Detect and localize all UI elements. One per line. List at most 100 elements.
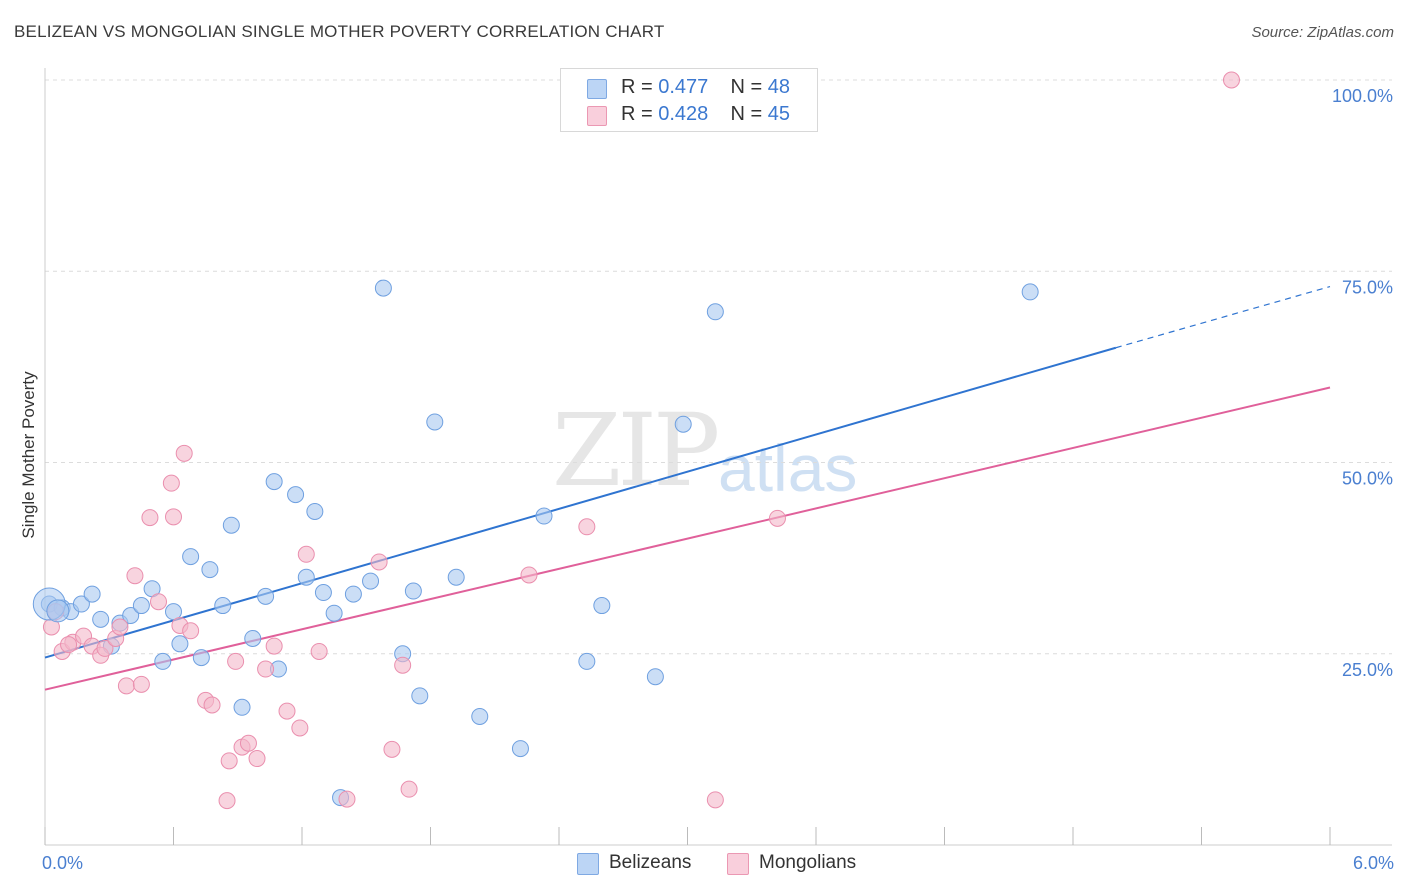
mongolians-point [578,518,596,536]
belizeans-point [92,610,110,628]
mongolians-point [297,545,315,563]
belizeans-point [578,652,596,670]
belizeans-point [154,652,172,670]
legend-n-value: 45 [767,103,791,125]
legend-n-label: N = [730,76,768,98]
mongolians-point [117,677,135,695]
belizeans-swatch [577,853,599,875]
mongolians-swatch [727,853,749,875]
correlation-legend: R = 0.477 N = 48 R = 0.428 N = 45 [560,68,818,132]
belizeans-cluster-point [46,599,70,623]
mongolians-point [111,618,129,636]
legend-n-label: N = [730,103,768,125]
mongolians-point [400,780,418,798]
mongolians-point [182,622,200,640]
mongolians-point [203,696,221,714]
source-label: Source: ZipAtlas.com [1251,24,1394,41]
mongolians-label: Mongolians [759,852,857,873]
mongolians-point [383,740,401,758]
mongolians-point [165,508,182,526]
mongolians-point [257,660,275,678]
belizeans-point [122,607,140,624]
mongolians-point [141,509,159,527]
belizeans-point [171,635,189,653]
mongolians-point [1222,71,1240,89]
mongolians-point [60,636,78,654]
axes [44,68,1392,846]
belizeans-point [511,740,529,758]
mongolians-point [150,593,168,611]
belizeans-trend-extension [1115,285,1331,349]
mongolians-point [265,637,283,655]
mongolians-point [520,566,538,584]
legend-r-label: R = [621,76,659,98]
mongolians-point [220,752,238,770]
legend-r-label: R = [621,103,659,125]
tick-labels: 25.0% 50.0% 75.0% 100.0% 0.0% 6.0% [42,86,1394,873]
mongolians-point [278,702,296,720]
belizeans-point [287,486,305,504]
belizeans-point [706,303,724,321]
x-tick-label: 0.0% [42,853,83,873]
mongolians-point [218,792,236,810]
y-tick-label: 25.0% [1342,660,1393,680]
belizeans-point [201,561,219,579]
belizeans-point [132,597,150,615]
belizeans-point [646,668,664,686]
legend-r-value: 0.428 [658,103,709,125]
mongolians-point [239,734,257,752]
mongolians-point [227,652,245,670]
mongolians-point [768,509,786,527]
belizeans-point [83,585,101,603]
belizeans-point [182,548,200,566]
mongolians-point [126,567,144,585]
belizeans-point [165,603,182,621]
mongolians-point [162,474,180,492]
chart-title: BELIZEAN VS MONGOLIAN SINGLE MOTHER POVE… [14,22,665,41]
belizeans-point [214,597,232,615]
belizeans-point [192,649,210,667]
y-tick-label: 75.0% [1342,277,1393,297]
belizeans-point [72,595,90,613]
belizeans-point [426,413,444,431]
belizeans-point [374,279,392,297]
mongolians-point [394,656,412,674]
belizeans-point [593,597,611,615]
belizeans-point [325,604,343,622]
mongolians-point [310,642,328,660]
legend-swatch-belizeans [587,79,607,99]
mongolians-point [175,444,193,462]
belizeans-point [362,572,380,590]
mongolians-point [706,791,724,809]
belizeans-point [244,629,262,647]
mongolians-point [370,553,388,571]
belizeans-point [306,502,324,520]
belizeans-trend-line [44,346,1117,659]
belizeans-point [471,707,489,725]
mongolians-trend-line [44,386,1331,691]
x-tick-label: 6.0% [1353,853,1394,873]
mongolians-point [248,750,266,768]
legend-n-value: 48 [767,76,791,98]
belizeans-label: Belizeans [609,852,692,873]
belizeans-point [222,516,240,534]
mongolians-point [96,639,114,657]
belizeans-point [447,568,465,586]
belizeans-point [265,473,283,491]
belizeans-point [1021,283,1039,301]
belizeans-point [297,568,315,586]
watermark-zip: ZIP [552,392,720,509]
belizeans-point [233,698,251,716]
belizeans-point [404,582,422,600]
y-tick-label: 50.0% [1342,469,1393,489]
trend-lines [44,285,1331,691]
legend-swatch-mongolians [587,106,607,126]
legend-r-value: 0.477 [658,76,709,98]
belizeans-point [344,585,362,603]
y-tick-label: 100.0% [1332,86,1393,106]
mongolians-point [338,790,356,808]
belizeans-point [257,587,275,605]
mongolians-point [132,675,150,693]
belizeans-point [674,415,692,433]
